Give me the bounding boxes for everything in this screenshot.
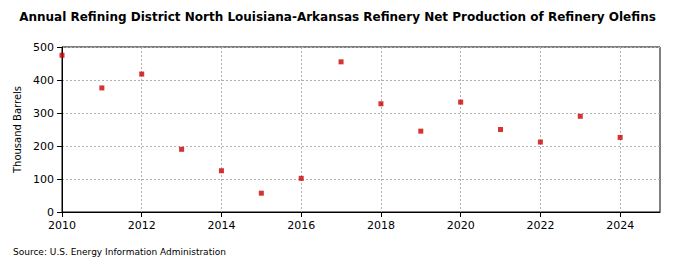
- svg-text:300: 300: [33, 107, 54, 120]
- svg-text:Source: U.S. Energy Informatio: Source: U.S. Energy Information Administ…: [13, 247, 226, 257]
- svg-text:2018: 2018: [367, 219, 395, 232]
- svg-text:2014: 2014: [207, 219, 235, 232]
- svg-text:Thousand Barrels: Thousand Barrels: [12, 86, 23, 174]
- svg-text:2012: 2012: [128, 219, 156, 232]
- svg-text:Annual Refining District North: Annual Refining District North Louisiana…: [19, 10, 656, 24]
- svg-text:200: 200: [33, 140, 54, 153]
- svg-text:2020: 2020: [447, 219, 475, 232]
- svg-text:2010: 2010: [48, 219, 76, 232]
- svg-text:2016: 2016: [287, 219, 315, 232]
- svg-text:500: 500: [33, 41, 54, 54]
- svg-text:0: 0: [47, 206, 54, 219]
- svg-text:2024: 2024: [606, 219, 634, 232]
- svg-text:2022: 2022: [526, 219, 554, 232]
- svg-text:400: 400: [33, 74, 54, 87]
- svg-text:100: 100: [33, 173, 54, 186]
